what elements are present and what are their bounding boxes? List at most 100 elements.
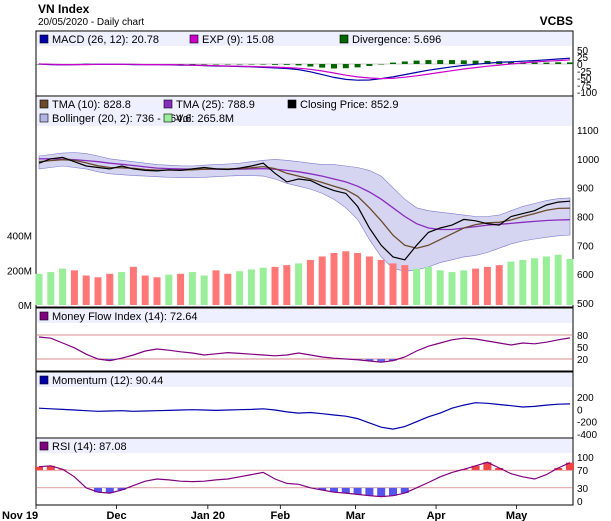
momentum-y-tick-label: 0 — [577, 405, 583, 416]
price-legend-swatch — [287, 99, 297, 109]
momentum-legend-label: Momentum (12): 90.44 — [52, 375, 163, 387]
price-legend-label: TMA (10): 828.8 — [52, 99, 131, 111]
price-legend-label: TMA (25): 788.9 — [176, 99, 255, 111]
price-y-tick-label: 1000 — [577, 155, 600, 166]
rsi-oversold-fill — [353, 487, 362, 495]
macd-legend-label: Divergence: 5.696 — [352, 34, 441, 46]
volume-bar — [153, 277, 161, 305]
volume-bar — [554, 254, 562, 305]
mfi-line — [38, 336, 571, 363]
macd-y-tick-label: -100 — [577, 88, 597, 99]
volume-bar — [389, 263, 397, 305]
volume-bar — [401, 265, 409, 305]
divergence-bar — [342, 64, 349, 69]
price-y-tick-label: 700 — [577, 241, 594, 252]
volume-bar — [342, 251, 350, 305]
rsi-legend-swatch — [39, 441, 49, 451]
rsi-overbought-fill — [495, 468, 504, 471]
volume-bar — [365, 256, 373, 305]
macd-y-tick-label: -25 — [577, 67, 592, 78]
volume-bar — [59, 268, 67, 305]
price-legend-swatch — [39, 113, 49, 123]
volume-bar — [306, 259, 314, 305]
mfi-oversold-fill — [389, 359, 397, 361]
volume-bar — [82, 275, 90, 305]
divergence-bar — [260, 64, 267, 65]
x-tick-label: Mar — [346, 510, 366, 521]
macd-legend-swatch — [339, 34, 349, 44]
divergence-bar — [508, 61, 514, 64]
divergence-bar — [460, 60, 467, 64]
divergence-bar — [319, 64, 326, 68]
rsi-y-tick-label: 100 — [577, 453, 594, 464]
macd-legend-swatch — [189, 34, 199, 44]
closing-price-line — [38, 156, 571, 261]
divergence-bar — [543, 62, 550, 64]
volume-bar — [483, 266, 491, 305]
volume-bar — [295, 263, 303, 305]
divergence-bar — [189, 64, 196, 65]
volume-tick-label: 200M — [7, 266, 32, 277]
chart-source: VCBS — [540, 14, 573, 28]
volume-bar — [377, 259, 385, 305]
momentum-legend-swatch — [39, 375, 49, 385]
price-legend-label: Bollinger (20, 2): 736 - 864.6 — [52, 113, 191, 125]
volume-bar — [519, 259, 527, 305]
volume-bar — [224, 273, 232, 305]
x-tick-label: Dec — [106, 510, 126, 521]
volume-bar — [566, 258, 574, 305]
volume-bar — [188, 272, 196, 305]
divergence-bar — [248, 64, 255, 65]
rsi-line — [38, 461, 571, 498]
tma25-line — [39, 158, 571, 231]
volume-bar — [200, 275, 208, 305]
macd-y-tick-label: 0 — [577, 60, 583, 71]
exp-line — [38, 59, 571, 80]
rsi-overbought-fill — [46, 465, 55, 471]
rsi-overbought-fill — [483, 462, 492, 471]
momentum-line — [38, 402, 571, 430]
divergence-bar — [472, 60, 479, 64]
rsi-overbought-fill — [35, 466, 43, 471]
rsi-legend-bg — [37, 439, 572, 453]
macd-y-tick-label: 25 — [577, 53, 589, 64]
divergence-bar — [484, 60, 491, 64]
price-legend-bg — [37, 97, 572, 126]
divergence-bar — [201, 64, 208, 65]
volume-bar — [495, 265, 503, 305]
x-tick-label: Jan 20 — [191, 510, 225, 521]
macd-y-tick-label: 50 — [577, 46, 589, 57]
price-y-tick-label: 1100 — [577, 126, 599, 137]
volume-tick-label: 0M — [18, 301, 32, 312]
divergence-bar — [224, 64, 231, 65]
divergence-bar — [236, 64, 243, 65]
price-y-tick-label: 500 — [577, 299, 594, 310]
volume-bar — [259, 267, 267, 305]
mfi-legend-label: Money Flow Index (14): 72.64 — [52, 311, 198, 323]
volume-bar — [460, 270, 468, 305]
macd-legend-label: MACD (26, 12): 20.78 — [52, 34, 159, 46]
mfi-legend-bg — [37, 309, 572, 323]
rsi-y-tick-label: 70 — [577, 466, 589, 477]
rsi-overbought-fill — [566, 462, 574, 471]
volume-bar — [542, 256, 550, 305]
volume-bar — [283, 265, 291, 305]
volume-bar — [47, 272, 55, 305]
divergence-bar — [531, 62, 538, 64]
volume-bar — [141, 275, 149, 305]
chart-panels: MACD (26, 12): 20.78 EXP (9): 15.08 Diverg… — [7, 30, 600, 508]
macd-legend-swatch — [39, 34, 49, 44]
volume-bar — [94, 277, 102, 305]
mfi-oversold-fill — [105, 359, 114, 361]
rsi-y-tick-label: 0 — [577, 497, 583, 508]
price-legend-label: Vol: 265.8M — [176, 113, 234, 125]
macd-legend-bg — [37, 32, 572, 46]
price-y-tick-label: 600 — [577, 270, 594, 281]
volume-bar — [507, 261, 515, 305]
divergence-bar — [425, 60, 432, 64]
price-legend-swatch — [163, 99, 173, 109]
volume-bar — [448, 272, 456, 305]
divergence-bar — [378, 64, 385, 65]
price-y-tick-label: 900 — [577, 184, 594, 195]
